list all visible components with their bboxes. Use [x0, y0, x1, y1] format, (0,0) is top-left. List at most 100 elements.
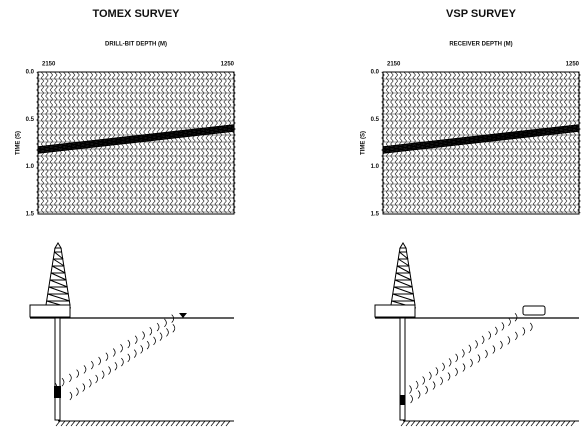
wavefront [140, 345, 143, 354]
hatch [215, 420, 221, 427]
hatch [470, 420, 476, 427]
wavefront [440, 376, 443, 386]
hatch [430, 420, 436, 427]
hatch [60, 420, 66, 427]
wavefront [61, 377, 65, 387]
trace [183, 71, 187, 214]
y-tick-label: 1.0 [26, 164, 35, 170]
hatch [515, 420, 521, 427]
panel-frame [382, 71, 580, 215]
hatch [145, 420, 151, 427]
y-tick-label: 1.5 [26, 212, 35, 218]
wavefront [455, 367, 458, 377]
hatch [85, 420, 91, 427]
wavefront [410, 394, 413, 404]
trace [532, 71, 537, 214]
hatch [220, 420, 226, 427]
hatch [130, 420, 136, 427]
wavefront [83, 365, 87, 374]
wavefront [508, 317, 511, 327]
hatch [475, 420, 481, 427]
trace [483, 71, 488, 214]
hatch [195, 420, 201, 427]
derrick-brace [395, 272, 412, 281]
wavefront [522, 327, 526, 336]
wavefront [108, 366, 111, 375]
hatch [100, 420, 106, 427]
hatch [180, 420, 186, 427]
derrick-frame [390, 242, 416, 306]
hatch [445, 420, 451, 427]
trace [174, 71, 178, 214]
wavefront [507, 336, 511, 345]
wavefront [468, 344, 472, 354]
hatch [150, 420, 156, 427]
derrick-frame [45, 242, 71, 306]
borehole [399, 317, 406, 421]
hatch [560, 420, 566, 427]
hatch [440, 420, 446, 427]
hatch [460, 420, 466, 427]
event-band [382, 127, 580, 151]
trace [403, 71, 407, 214]
wavefront [164, 318, 167, 328]
y-label: TIME (S) [361, 131, 367, 155]
trace [563, 71, 568, 214]
wavefront [82, 383, 86, 392]
trace [523, 71, 528, 214]
trace [45, 71, 49, 214]
hatch [500, 420, 506, 427]
hatch [410, 420, 416, 427]
hatch [210, 420, 216, 427]
borehole [54, 317, 61, 421]
wavefront [529, 322, 533, 332]
derrick-brace [397, 258, 410, 267]
derrick-brace [393, 286, 414, 295]
trace [412, 71, 416, 214]
hatch [105, 420, 111, 427]
wavefront [501, 322, 505, 331]
wavefront [417, 390, 421, 399]
wavefront [409, 385, 412, 394]
wavefront [149, 327, 153, 336]
derrick-brace [54, 251, 64, 260]
wavefront [166, 328, 169, 337]
y-tick-label: 0.5 [26, 117, 35, 123]
event-band [37, 127, 235, 151]
hatch [125, 420, 131, 427]
wavefront [435, 367, 439, 376]
wavefront [121, 357, 124, 367]
wavefront [461, 349, 465, 358]
trace [156, 71, 160, 214]
hatch [435, 420, 441, 427]
wavefront [127, 353, 131, 363]
wavefront [462, 363, 466, 372]
hatch [225, 420, 231, 427]
trace [541, 71, 546, 214]
trace [510, 71, 514, 214]
wavefront [422, 376, 425, 385]
wavefront [475, 340, 478, 349]
trace [49, 71, 54, 214]
wavefront [134, 335, 138, 345]
y-label: TIME (S) [16, 131, 22, 155]
panel: VSP SURVEY RECEIVER DEPTH (M) 2150 1250 0.0 0… [361, 8, 581, 427]
hatch [540, 420, 546, 427]
y-tick-label: 0.0 [371, 70, 380, 76]
hatch [80, 420, 86, 427]
wavefront [514, 313, 518, 322]
event-band [37, 125, 235, 150]
hatch [120, 420, 126, 427]
receiver [179, 313, 187, 318]
derrick-brace [52, 258, 65, 267]
derrick-brace [48, 286, 69, 295]
trace [223, 71, 227, 214]
x-right-label: 1250 [221, 62, 235, 68]
hatch [155, 420, 161, 427]
panel-title: VSP SURVEY [446, 8, 517, 20]
trace [178, 71, 183, 214]
hatch [555, 420, 561, 427]
hatch [200, 420, 206, 427]
wavefront [171, 314, 175, 323]
hatch [565, 420, 571, 427]
